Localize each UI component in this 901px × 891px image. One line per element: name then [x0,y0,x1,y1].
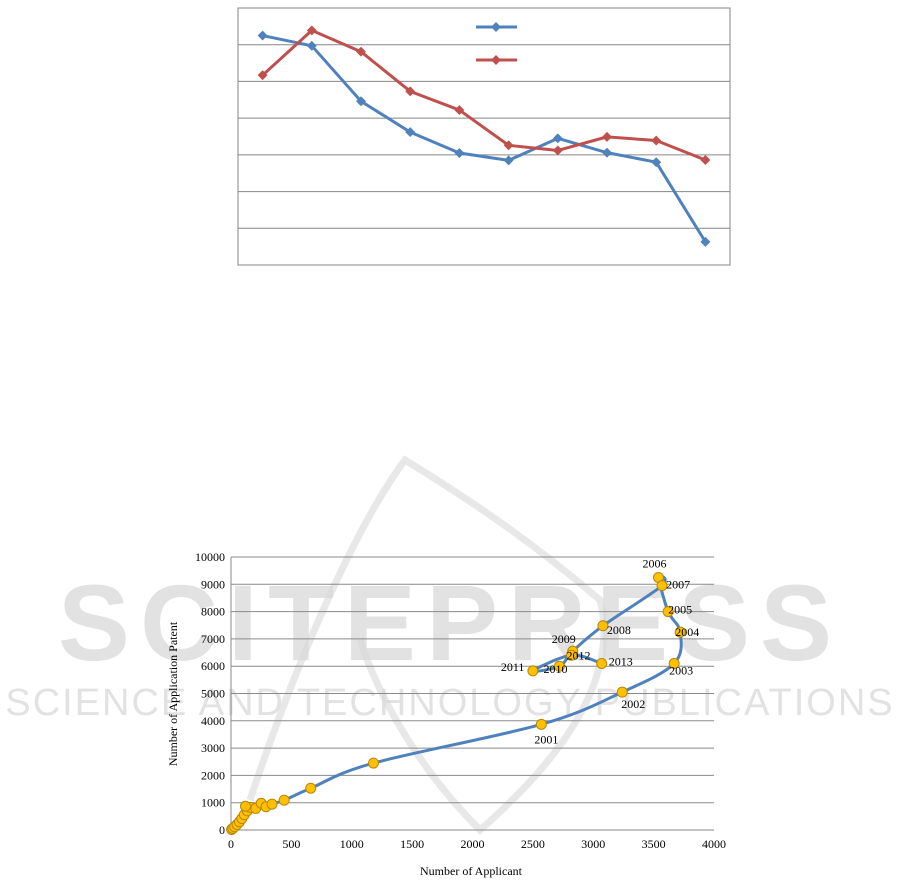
legend-marker-series-1 [491,22,501,32]
bottom-chart-grid [230,556,714,831]
bottom-chart-point [278,794,290,806]
bottom-chart-x-tick-label: 1000 [340,837,364,851]
bottom-chart-point [367,757,379,769]
watermark-text-main: SCITEPRESS [58,562,842,683]
top-series-1-point [257,30,268,41]
bottom-chart-y-tick-label: 5000 [201,687,225,701]
top-series-1-point [651,157,662,168]
bottom-chart-year-label: 2010 [543,662,567,676]
bottom-chart-point [239,800,251,812]
bottom-chart-point [527,665,539,677]
top-chart-legend [476,22,517,65]
legend-marker-series-2 [491,55,501,65]
bottom-chart-year-label: 2004 [675,625,699,639]
watermark: SCITEPRESS SCIENCE AND TECHNOLOGY PUBLIC… [5,455,894,835]
bottom-chart-year-label: 2013 [609,654,633,668]
bottom-chart-y-tick-label: 0 [219,823,225,837]
bottom-chart-y-tick-label: 9000 [201,577,225,591]
top-series-1-point [700,236,711,247]
bottom-chart-point [597,620,609,632]
bottom-chart-point [662,606,674,618]
bottom-chart-y-tick-label: 2000 [201,768,225,782]
top-series-2-line [261,28,706,162]
bottom-chart-y-tick-label: 4000 [201,714,225,728]
bottom-chart-x-axis-label: Number of Applicant [420,864,523,878]
top-series-1-point [405,127,416,138]
bottom-chart-year-label: 2011 [501,660,525,674]
top-series-2-point [552,145,563,156]
top-series-1-point [552,133,563,144]
bottom-chart-y-tick-label: 10000 [195,550,225,564]
top-series-1-point [602,147,612,158]
bottom-chart-x-tick-label: 2500 [521,837,545,851]
top-chart-grid [238,44,730,229]
top-series-1-point [454,148,465,158]
top-series-1-line [262,34,707,243]
watermark-leaf-shape [246,455,608,835]
bottom-chart-y-tick-label: 1000 [201,796,225,810]
bottom-chart-points [226,571,686,835]
bottom-chart-point [656,580,668,592]
bottom-chart-y-axis-label: Number of Application Patent [166,621,180,766]
bottom-chart-point [596,657,608,669]
bottom-chart-year-label: 2003 [669,663,693,677]
bottom-chart-x-tick-label: 3000 [581,837,605,851]
bottom-chart-point [616,686,628,698]
top-series-2-point [602,131,612,142]
bottom-chart-point [668,657,680,669]
top-line-chart [237,7,731,266]
bottom-chart-point [553,660,565,672]
top-series-2-point [700,155,711,165]
bottom-chart-point [674,626,686,638]
bottom-chart-year-label: 2001 [534,732,558,746]
bottom-chart-x-tick-label: 4000 [702,837,726,851]
bottom-chart-y-tick-label: 6000 [201,659,225,673]
bottom-chart-x-tick-label: 1500 [400,837,424,851]
bottom-chart-year-label: 2007 [666,578,690,592]
bottom-chart-tick-labels: 0100020003000400050006000700080009000100… [195,550,726,851]
top-series-1-point [503,155,514,166]
bottom-scatter-chart: 0100020003000400050006000700080009000100… [166,550,726,878]
bottom-chart-y-tick-label: 8000 [201,605,225,619]
bottom-chart-year-label: 2012 [567,648,591,662]
top-series-2-point [651,135,662,146]
bottom-chart-x-tick-label: 3500 [642,837,666,851]
watermark-text-sub: SCIENCE AND TECHNOLOGY PUBLICATIONS [5,682,894,724]
bottom-chart-point [266,798,278,810]
bottom-chart-x-tick-label: 2000 [461,837,485,851]
bottom-chart-y-tick-label: 3000 [201,741,225,755]
bottom-chart-x-tick-label: 0 [228,837,234,851]
bottom-chart-point [566,649,578,661]
bottom-chart-year-label: 2006 [642,556,666,570]
bottom-chart-year-label: 2008 [607,623,631,637]
bottom-chart-year-label: 2009 [552,632,576,646]
bottom-chart-point [535,718,547,730]
bottom-chart-x-tick-label: 500 [282,837,300,851]
bottom-chart-year-label: 2005 [668,603,692,617]
bottom-chart-y-tick-label: 7000 [201,632,225,646]
bottom-chart-point [305,782,317,794]
bottom-chart-year-label: 2002 [621,697,645,711]
top-chart-plot-area [237,7,731,266]
